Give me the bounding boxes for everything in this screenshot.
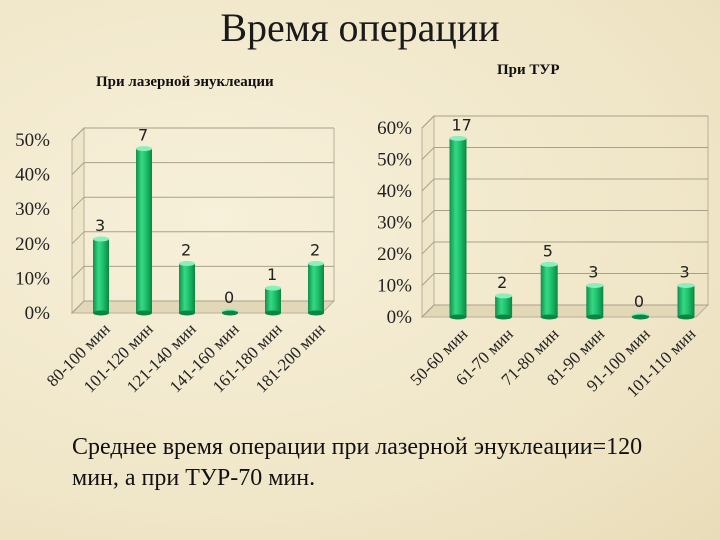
data-label: 2 [497, 273, 507, 292]
bar-top [449, 135, 467, 141]
y-tick-label: 40% [15, 165, 50, 186]
chart-right-title: При ТУР [497, 62, 560, 78]
grid-line-side [71, 196, 85, 210]
bar [540, 264, 558, 317]
bar-top [308, 261, 324, 267]
chart-floor [70, 300, 336, 314]
grid-line-side [71, 231, 85, 245]
y-tick-label: 60% [377, 118, 412, 139]
y-tick-label: 10% [377, 276, 412, 297]
bar [449, 138, 467, 317]
bar-bottom [631, 314, 649, 320]
bar-top [677, 283, 695, 288]
bar-top [265, 285, 281, 291]
y-tick-label: 30% [15, 199, 50, 220]
data-label: 3 [588, 263, 598, 282]
y-tick-label: 10% [15, 268, 50, 289]
bar-bottom [136, 310, 152, 316]
grid-line-side [421, 304, 435, 318]
bar [308, 263, 324, 313]
y-tick-label: 0% [387, 307, 413, 328]
bar [677, 285, 695, 317]
bar-top [136, 146, 152, 152]
bar-bottom [93, 310, 109, 316]
bar-bottom [586, 314, 604, 320]
bar-top [179, 261, 195, 267]
y-tick-label: 30% [377, 213, 412, 234]
bar-bottom [179, 310, 195, 316]
bar-top [93, 236, 109, 242]
bar-bottom [265, 310, 281, 316]
chart-left-title: При лазерной энуклеации [96, 74, 274, 90]
bar-bottom [540, 314, 558, 320]
data-label: 7 [138, 126, 148, 145]
data-label: 0 [224, 288, 234, 307]
chart-side-wall [71, 126, 85, 315]
bar-bottom [222, 310, 238, 316]
bar-bottom [677, 314, 695, 320]
slide-title: Время операции [220, 5, 500, 50]
footer-summary: Среднее время операции при лазерной энук… [72, 434, 643, 491]
grid-line-side [421, 273, 435, 286]
bar [93, 238, 109, 313]
bar-bottom [308, 310, 324, 316]
bar [179, 263, 195, 313]
bar [586, 285, 604, 317]
data-label: 2 [310, 241, 320, 260]
y-tick-label: 50% [15, 130, 50, 151]
bar [136, 148, 152, 313]
grid-line-side [71, 127, 85, 141]
data-label: 3 [680, 263, 690, 282]
bar-top [586, 283, 604, 288]
data-label: 2 [181, 241, 191, 260]
bar-bottom [449, 314, 467, 320]
data-label: 1 [267, 265, 277, 284]
bar-bottom [495, 314, 513, 320]
data-label: 5 [543, 241, 553, 260]
y-tick-label: 50% [377, 150, 412, 171]
y-tick-label: 0% [25, 303, 51, 324]
bar [265, 288, 281, 313]
bar [495, 295, 513, 317]
grid-line-side [421, 178, 435, 192]
grid-line-side [421, 210, 435, 223]
grid-line-side [71, 266, 85, 279]
data-label: 0 [634, 292, 644, 311]
y-tick-label: 20% [15, 234, 50, 255]
grid-line-side [421, 241, 435, 255]
grid-line-side [71, 300, 85, 314]
data-label: 17 [452, 115, 472, 134]
grid-line-side [71, 162, 85, 175]
bar-top [540, 261, 558, 267]
y-tick-label: 20% [377, 244, 412, 265]
data-label: 3 [95, 216, 105, 235]
bar-top [495, 293, 513, 299]
grid-line-side [421, 147, 435, 160]
grid-line-side [421, 115, 435, 129]
y-tick-label: 40% [377, 181, 412, 202]
